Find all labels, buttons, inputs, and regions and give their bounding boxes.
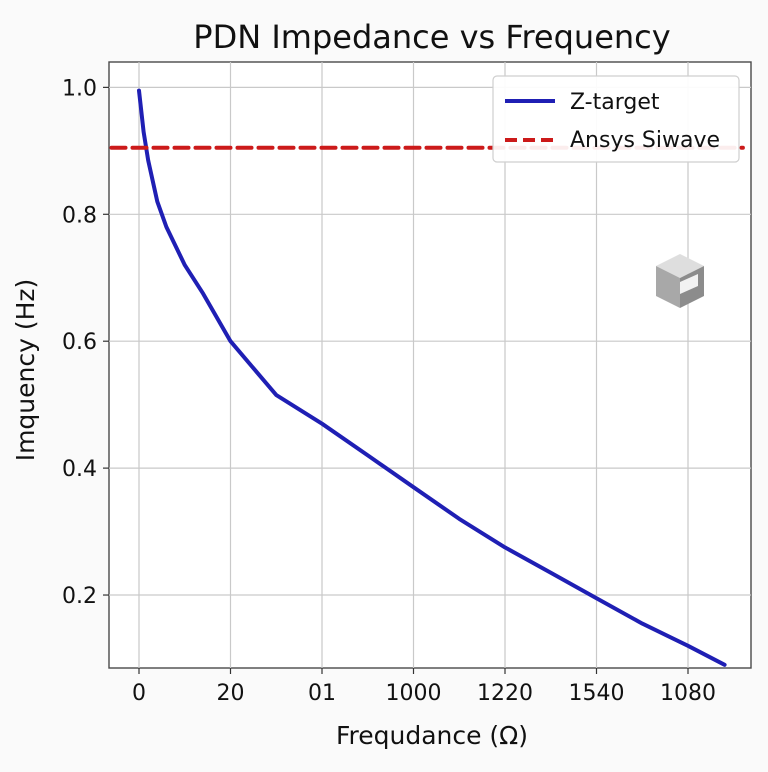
x-tick-label: 01 <box>308 681 336 706</box>
legend-label-ansys-siwave: Ansys Siwave <box>570 128 720 153</box>
legend-box <box>492 75 740 163</box>
x-axis-label: Frequdance (Ω) <box>336 721 528 750</box>
y-tick-label: 1.0 <box>62 76 97 101</box>
y-tick-label: 0.4 <box>62 457 97 482</box>
chart-title: PDN Impedance vs Frequency <box>193 18 670 56</box>
x-tick-label: 1000 <box>386 681 442 706</box>
grid-layer <box>109 62 751 668</box>
series-line-z-target <box>137 88 727 667</box>
legend: Z-target Ansys Siwave <box>492 75 740 163</box>
y-tick-label: 0.8 <box>62 203 97 228</box>
cube-logo-notch <box>680 274 698 294</box>
cube-logo-left <box>656 266 680 308</box>
x-tick-label: 20 <box>217 681 245 706</box>
x-tick-label: 1540 <box>569 681 625 706</box>
y-axis-label: Imquency (Hz) <box>11 279 40 462</box>
y-tick-label: 0.6 <box>62 330 97 355</box>
legend-label-z-target: Z-target <box>570 90 660 115</box>
ticks-layer: 0 20 01 1000 1220 1540 1080 0.2 0.4 0.6 0.8 1.0 <box>62 76 716 706</box>
plot-area <box>108 61 752 669</box>
cube-logo <box>656 254 704 308</box>
x-tick-label: 0 <box>132 681 146 706</box>
x-tick-label: 1080 <box>660 681 716 706</box>
x-tick-label: 1220 <box>477 681 533 706</box>
y-tick-label: 0.2 <box>62 584 97 609</box>
